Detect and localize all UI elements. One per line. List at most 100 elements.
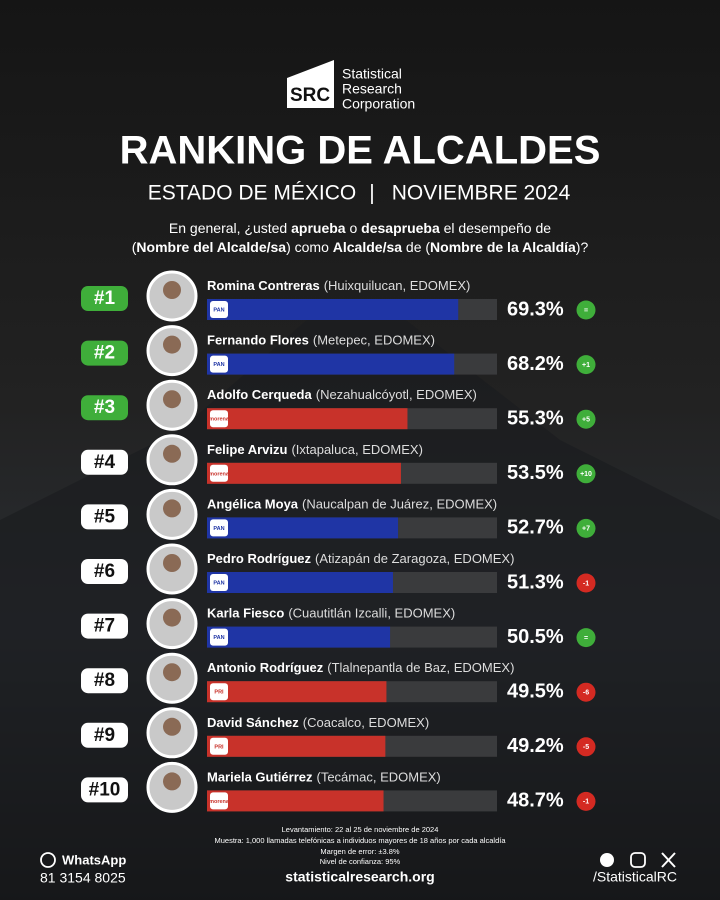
photo-head [163,608,181,627]
party-name: morena [209,417,230,423]
photo-head [163,772,181,791]
photo-head [163,281,181,299]
subtitle-separator: | [369,182,374,205]
bar [207,681,387,703]
bar [207,517,399,539]
party-name: PAN [213,307,224,313]
candidate: Mariela Gutiérrez (Tecámac, EDOMEX) [207,770,441,785]
whatsapp-label[interactable]: WhatsApp [62,852,126,867]
party-name: PRI [214,690,224,696]
rank-badge [81,395,128,421]
value-label: 49.5% [507,680,564,702]
candidate: Romina Contreras (Huixquilucan, EDOMEX) [207,278,470,293]
x-icon[interactable] [661,852,676,868]
candidate-name: Fernando Flores [207,333,309,348]
party-logo [210,628,228,646]
logo-line: Research [342,81,402,97]
logo-line: Corporation [342,96,415,112]
chart-title: RANKING DE ALCALDES [120,129,601,173]
question-line: (Nombre del Alcalde/sa) como Alcalde/sa … [132,239,589,255]
question-segment: ) como [286,239,333,255]
candidate: Angélica Moya (Naucalpan de Juárez, EDOME… [207,497,497,512]
rank-label: #6 [94,561,115,582]
change-badge [576,518,596,538]
rank-badge [81,340,128,366]
question-segment: el desempeño de [440,220,552,236]
change-badge [576,791,596,811]
change-label: +7 [582,526,590,533]
candidate-name: Antonio Rodríguez [207,661,324,676]
rank-badge [81,559,128,584]
candidate: Antonio Rodríguez (Tlalnepantla de Baz, E… [207,661,514,676]
question-segment: aprueba [291,220,346,236]
question-segment: Alcalde/sa [333,239,402,255]
candidate-name: David Sánchez [207,715,299,730]
question-segment: desaprueba [361,220,440,236]
change-badge [576,573,596,593]
change-label: = [584,635,588,642]
question-segment: En general, ¿usted [169,220,291,236]
candidate-name: Angélica Moya [207,497,299,512]
facebook-icon[interactable] [600,853,614,867]
bar [207,735,386,757]
value-label: 53.5% [507,462,564,484]
rank-label: #8 [94,670,115,691]
change-badge [576,628,596,648]
bar [207,353,455,375]
party-logo [210,737,228,755]
candidate-location: (Cuautitlán Izcalli, EDOMEX) [288,606,455,621]
photo-head [163,390,181,409]
candidate-location: (Huixquilucan, EDOMEX) [324,278,471,293]
change-label: -5 [583,744,589,751]
phone: 81 3154 8025 [40,870,126,886]
bar [207,790,384,812]
logo: SRC Statistical Research Corporation [287,60,415,112]
rank-label: #7 [94,616,115,637]
party-logo [210,683,228,701]
candidate: Fernando Flores (Metepec, EDOMEX) [207,333,435,348]
change-label: -1 [583,580,589,587]
rank-badge [81,613,128,639]
candidate-name: Karla Fiesco [207,606,284,621]
change-label: +1 [582,362,590,369]
note: Margen de error: ±3.8% [320,847,399,856]
change-badge [576,355,596,375]
candidate-location: (Coacalco, EDOMEX) [303,715,429,730]
question-segment: Nombre de la Alcaldía [430,239,576,255]
rank-label: #2 [94,343,115,364]
photo-head [163,499,181,518]
photo-head [163,663,181,682]
photo-head [163,335,181,354]
change-label: -1 [583,799,589,806]
value-label: 52.7% [507,517,564,539]
party-logo [210,355,228,373]
value-label: 50.5% [507,626,564,648]
party-name: morena [209,471,230,477]
whatsapp-icon [40,852,56,868]
bar [207,626,391,648]
party-logo [210,519,228,537]
change-badge [576,737,596,757]
rank-label: #1 [94,288,116,309]
bar [207,408,408,430]
change-badge [576,300,596,320]
bar [207,462,401,484]
candidate-location: (Metepec, EDOMEX) [313,333,435,348]
photo-head [163,554,181,572]
website[interactable]: statisticalresearch.org [285,869,434,885]
instagram-icon[interactable] [630,852,646,868]
rank-badge [81,449,128,475]
party-name: PAN [213,526,224,532]
candidate-location: (Tlalnepantla de Baz, EDOMEX) [327,661,514,676]
party-logo [210,410,228,428]
party-logo [210,301,228,318]
party-name: PAN [213,580,224,586]
change-badge [576,464,596,484]
change-badge [576,409,596,429]
party-logo [210,792,228,810]
candidate-name: Felipe Arvizu [207,442,287,457]
bar [207,572,393,593]
value-label: 69.3% [507,298,564,320]
candidate: Karla Fiesco (Cuautitlán Izcalli, EDOMEX) [207,606,455,621]
